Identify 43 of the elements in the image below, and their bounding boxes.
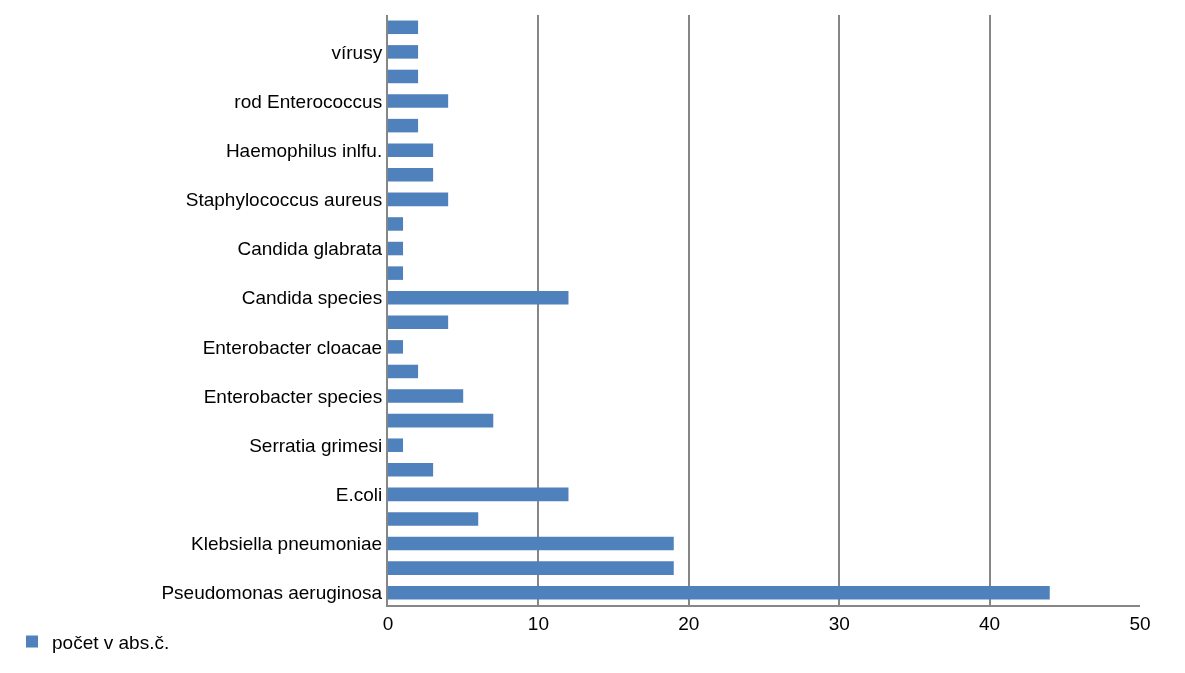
y-tick-label: vírusy [331,41,383,63]
bar [388,561,674,575]
bar [388,512,479,526]
bar [388,463,434,477]
bar [388,192,449,207]
bar [388,20,419,35]
x-tick-label: 50 [1129,612,1151,634]
bar [388,168,434,182]
bar [388,45,419,59]
bar [388,94,449,108]
x-tick-label: 20 [678,612,700,634]
bar [388,585,1050,600]
legend-label: počet v abs.č. [52,631,170,653]
y-tick-label: E.coli [335,484,383,506]
bar [388,69,419,84]
bar [388,315,449,330]
y-tick-label: Enterobacter species [203,385,383,407]
bar [388,413,494,428]
bar [388,118,419,133]
bar [388,487,569,502]
y-tick-label: Pseudomonas aeruginosa [161,582,383,604]
bar [388,340,404,354]
x-tick-label: 30 [828,612,850,634]
y-tick-label: Candida species [241,287,383,309]
y-tick-label: Enterobacter cloacae [202,336,383,358]
bar [388,364,419,379]
y-tick-label: Klebsiella pneumoniae [191,533,383,555]
y-tick-label: Candida glabrata [237,238,383,260]
x-tick-label: 10 [527,612,549,634]
y-tick-label: Serratia grimesi [249,434,383,456]
bar [388,217,404,231]
bar [388,389,464,403]
bar [388,290,569,305]
y-tick-label: Haemophilus inlfu. [225,139,383,161]
bar [388,536,674,551]
y-tick-label: rod Enterococcus [234,90,383,112]
y-tick-label: Staphylococcus aureus [185,189,383,211]
bar [388,266,404,280]
x-tick-label: 0 [382,612,394,634]
bar [388,438,404,452]
bar [388,241,404,256]
x-tick-label: 40 [979,612,1001,634]
bar [388,143,434,157]
